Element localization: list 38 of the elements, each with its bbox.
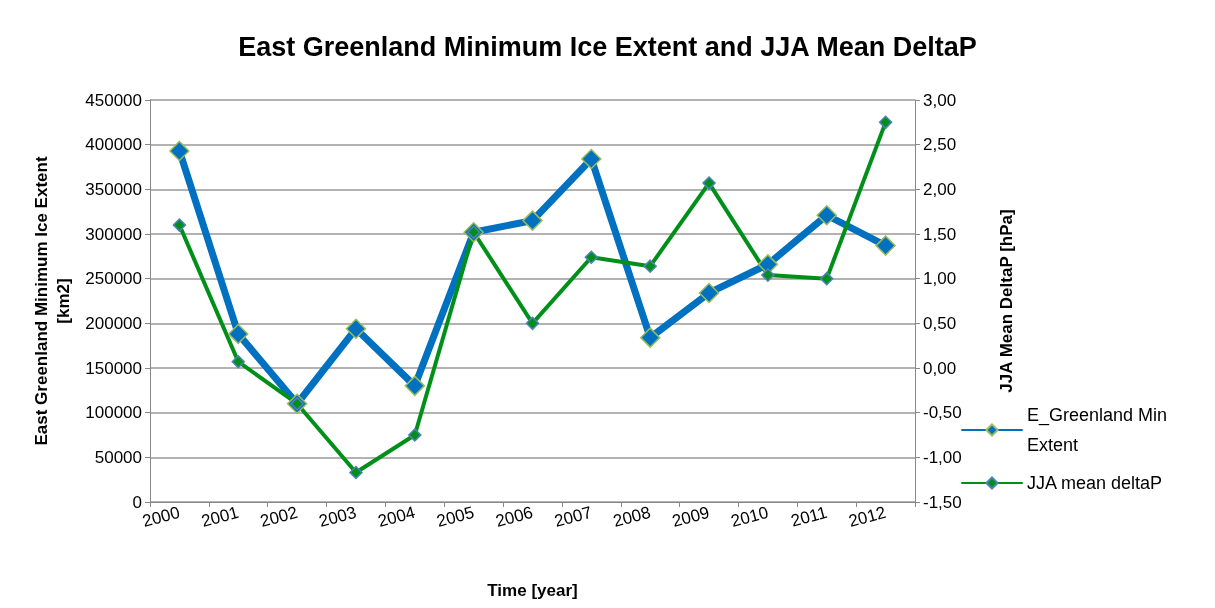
y-tick-label: 250000 [85,269,142,289]
chart-title: East Greenland Minimum Ice Extent and JJA Mean DeltaP [238,31,977,62]
y-tick-label: 100000 [85,403,142,423]
y2-tick-label: 2,00 [923,179,957,199]
y2-tick-label: 2,50 [923,135,957,155]
y-tick-label: 350000 [85,179,142,199]
y2-tick-label: 3,00 [923,90,957,110]
y2-axis-title: JJA Mean DeltaP [hPa] [996,209,1016,393]
y-tick-label: 0 [132,492,142,512]
y-tick-label: 200000 [85,313,142,333]
y2-tick-label: 1,00 [923,269,957,289]
y2-tick-label: 1,50 [923,224,957,244]
y-tick-label: 150000 [85,358,142,378]
y2-tick-label: -1,50 [923,492,962,512]
x-tick-label: 2012 [846,502,889,531]
x-tick-label: 2001 [199,502,241,531]
x-tick-label: 2005 [434,502,477,531]
x-tick-label: 2008 [611,502,653,531]
x-tick-label: 2011 [788,502,830,531]
y2-tick-label: 0,50 [923,313,957,333]
x-tick-label: 2006 [493,502,535,531]
y2-tick-label: -0,50 [923,403,962,423]
legend-label: JJA mean deltaP [1027,473,1163,493]
x-tick-label: 2009 [670,502,712,531]
y-tick-label: 50000 [94,447,142,467]
x-tick-label: 2004 [375,502,418,531]
y-tick-label: 450000 [85,90,142,110]
legend-label: E_Greenland Min Extent [1027,405,1173,455]
x-tick-label: 2010 [728,502,771,531]
x-axis-title: Time [year] [487,581,578,600]
x-tick-label: 2003 [316,502,359,531]
y-tick-label: 300000 [85,224,142,244]
x-tick-label: 2002 [258,502,300,531]
y-tick-label: 400000 [85,135,142,155]
x-tick-label: 2007 [552,502,594,531]
y2-tick-label: 0,00 [923,358,957,378]
y-axis-title: East Greenland Minimum Ice Extent [km2] [31,156,73,446]
y2-tick-label: -1,00 [923,447,962,467]
